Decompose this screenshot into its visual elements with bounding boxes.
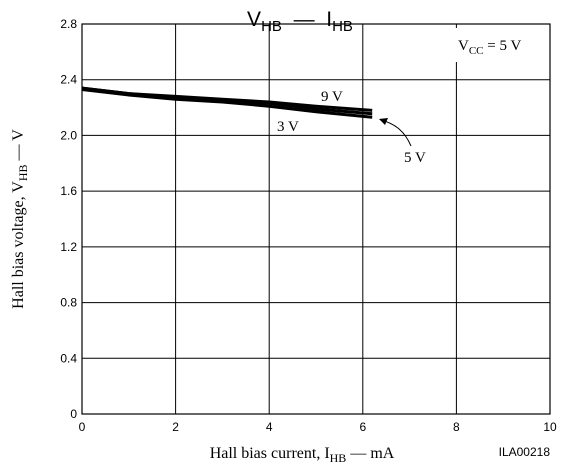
plot-frame (81, 23, 551, 415)
y-tick-labels: 0 0.4 0.8 1.2 1.6 2.0 2.4 2.8 (60, 17, 77, 421)
x-tick-label: 0 (79, 420, 86, 434)
y-tick-label: 1.6 (60, 184, 77, 198)
figure-id: ILA00218 (499, 445, 551, 459)
label-5v: 5 V (404, 150, 426, 166)
label-5v-arrowhead (379, 118, 388, 125)
x-tick-label: 4 (266, 420, 273, 434)
condition-label: VCC = 5 V (458, 38, 521, 57)
y-axis-label: Hall bias voltage, VHB — V (10, 129, 30, 309)
label-9v: 9 V (321, 89, 343, 105)
x-axis-label: Hall bias current, IHB — mA (210, 445, 395, 464)
y-tick-label: 0.4 (60, 351, 77, 365)
condition-box (443, 28, 547, 62)
x-tick-labels: 0 2 4 6 8 10 (79, 420, 557, 434)
y-tick-label: 2.4 (60, 73, 77, 87)
x-tick-label: 6 (359, 420, 366, 434)
series-line-3 (81, 88, 373, 119)
grid (81, 23, 551, 415)
x-tick-label: 8 (453, 420, 460, 434)
y-tick-label: 0.8 (60, 296, 77, 310)
label-3v: 3 V (277, 119, 299, 135)
y-tick-label: 1.2 (60, 240, 77, 254)
y-tick-label: 2.0 (60, 128, 77, 142)
chart-title: VHB — IHB (247, 8, 353, 35)
x-tick-label: 10 (543, 420, 557, 434)
y-tick-label: 2.8 (60, 17, 77, 31)
y-tick-label: 0 (70, 407, 77, 421)
x-tick-label: 2 (172, 420, 179, 434)
series-group (81, 86, 373, 119)
label-5v-arrow (380, 119, 412, 147)
